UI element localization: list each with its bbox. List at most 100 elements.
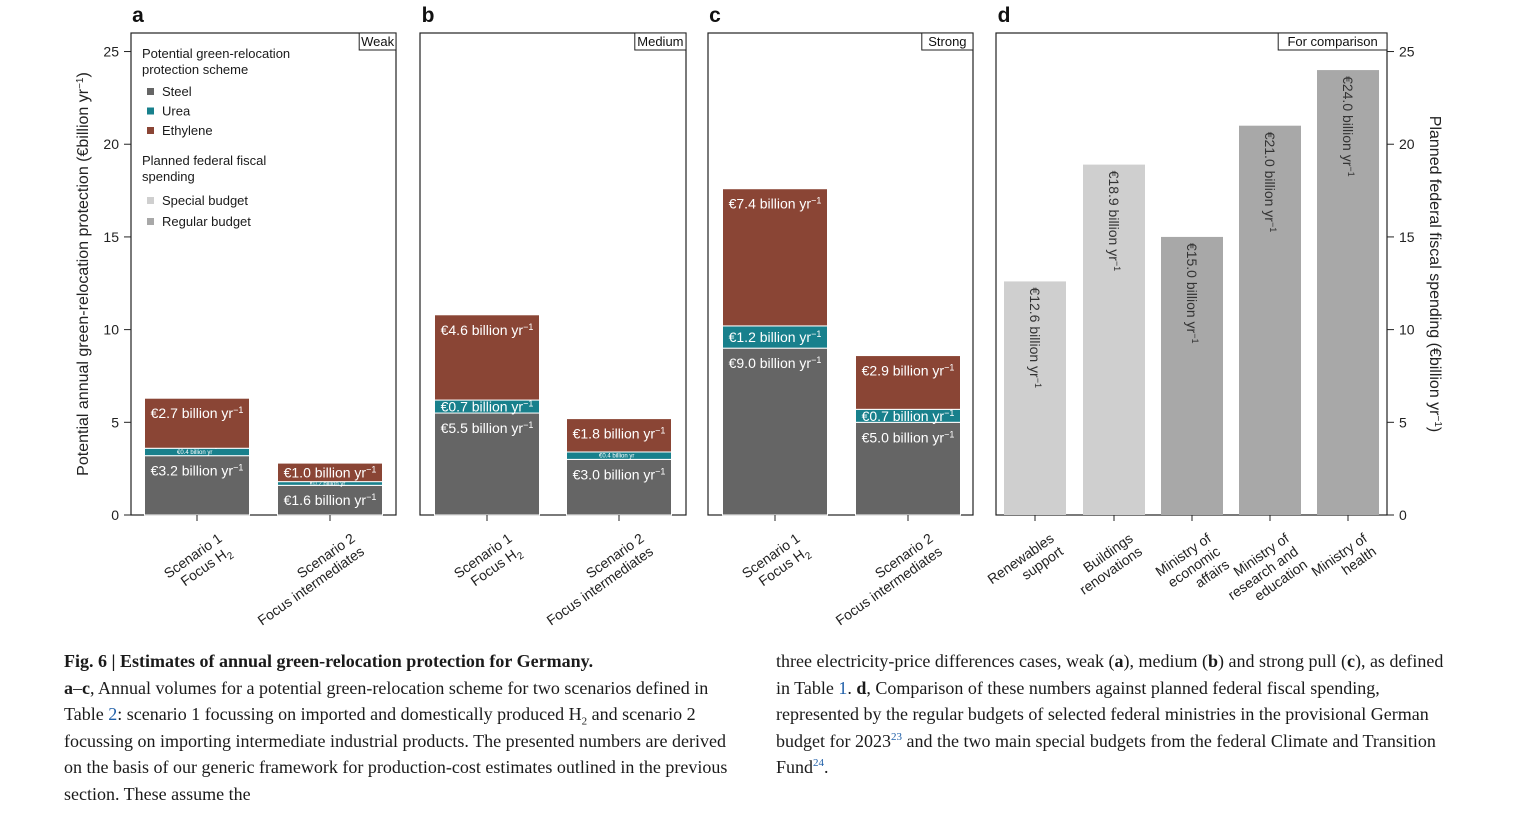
caption-ref-table1[interactable]: 1 xyxy=(838,677,848,698)
bar-budget-2 xyxy=(1083,164,1145,515)
legend-swatch-steel xyxy=(147,88,154,95)
case-label-box-d xyxy=(1277,32,1388,51)
bar-budget-1 xyxy=(1004,281,1066,515)
legend-swatch-special-budget xyxy=(147,197,154,204)
legend-title-fiscal: spending xyxy=(142,169,195,184)
bar-ethylene-a-2 xyxy=(277,462,383,483)
bar-budget-3 xyxy=(1161,236,1223,515)
bar-ethylene-c-2 xyxy=(855,355,961,410)
case-label-c: Strong xyxy=(928,34,966,49)
panel-label-c: c xyxy=(709,4,721,27)
panel-label-d: d xyxy=(998,4,1011,27)
case-label-a: Weak xyxy=(361,34,394,49)
panel-frame-c xyxy=(707,32,974,516)
data-label-steel-b-1: €5.5 billion yr−1 xyxy=(441,420,534,436)
data-label-steel-c-2: €5.0 billion yr−1 xyxy=(862,429,955,445)
bar-ethylene-b-1 xyxy=(434,314,540,401)
caption-fig-title: Estimates of annual green-relocation pro… xyxy=(119,651,594,671)
y-tick-label-left: 5 xyxy=(111,414,119,430)
y-axis-label-left: Potential annual green-relocation protec… xyxy=(75,72,92,476)
data-label-ethylene-b-1: €4.6 billion yr−1 xyxy=(441,322,534,338)
y-tick-label-left: 25 xyxy=(103,44,119,60)
figure-6-chart: a Weak b Medium c Strong d For comparison 0 5 10 15… xyxy=(75,4,1443,629)
y-tick-label-right: 15 xyxy=(1399,229,1415,245)
legend-item-urea: Urea xyxy=(162,104,191,119)
data-label-ethylene-c-1: €7.4 billion yr−1 xyxy=(729,196,822,212)
y-tick-label-left: 15 xyxy=(103,229,119,245)
legend-item-steel: Steel xyxy=(162,84,192,99)
caption-right-column: three electricity-price differences case… xyxy=(776,648,1456,781)
bar-ethylene-c-1 xyxy=(722,188,828,327)
data-label-urea-b-1: €0.7 billion yr−1 xyxy=(441,399,534,415)
case-label-box-a xyxy=(358,32,397,51)
panel-label-a: a xyxy=(132,4,144,27)
legend-item-ethylene: Ethylene xyxy=(162,123,213,138)
data-label-budget-2: €18.9 billion yr−1 xyxy=(1106,171,1122,272)
data-label-budget-1: €12.6 billion yr−1 xyxy=(1027,287,1043,388)
data-label-steel-a-2: €1.6 billion yr−1 xyxy=(284,492,377,508)
bar-budget-4 xyxy=(1239,125,1301,515)
legend-swatch-regular-budget xyxy=(147,218,154,225)
caption-text-3: and scenario 2 focussing on importing in… xyxy=(64,704,728,804)
legend-title-fiscal: Planned federal fiscal xyxy=(142,153,266,168)
caption-label-b: b xyxy=(1207,651,1218,671)
legend-swatch-urea xyxy=(147,107,154,115)
y-tick-label-right: 25 xyxy=(1399,44,1415,60)
caption-text-7: ), as defined in Table xyxy=(776,651,1444,698)
panel-frame-b xyxy=(419,32,687,516)
bar-steel-c-2 xyxy=(855,421,961,516)
data-label-budget-5: €24.0 billion yr−1 xyxy=(1340,76,1356,177)
y-axis-label-right: Planned federal fiscal spending (€billio… xyxy=(1426,116,1443,432)
caption-left-column: Fig. 6 | Estimates of annual green-reloc… xyxy=(64,648,744,808)
y-tick-label-left: 10 xyxy=(103,322,119,338)
data-label-steel-c-1: €9.0 billion yr−1 xyxy=(729,355,822,371)
data-label-steel-b-2: €3.0 billion yr−1 xyxy=(573,466,666,482)
caption-fig-number: Fig. 6 | xyxy=(64,651,120,671)
caption-label-a2: a xyxy=(1114,651,1124,671)
y-tick-label-right: 20 xyxy=(1399,136,1415,152)
y-tick-label-right: 0 xyxy=(1399,507,1407,523)
caption-text-10: and the two main special budgets from th… xyxy=(776,730,1436,778)
caption-h2-subscript: 2 xyxy=(581,715,588,728)
caption-text-8: . xyxy=(847,677,857,698)
caption-ref-24[interactable]: 24 xyxy=(813,757,825,770)
panel-frame-a xyxy=(130,32,397,516)
caption-text-11: . xyxy=(824,757,829,778)
legend-title-scheme: protection scheme xyxy=(142,62,248,77)
y-tick-label-right: 5 xyxy=(1399,414,1407,430)
data-label-ethylene-a-2: €1.0 billion yr−1 xyxy=(284,464,377,480)
y-tick-label-right: 10 xyxy=(1399,322,1415,338)
caption-ref-23[interactable]: 23 xyxy=(890,730,902,743)
bar-budget-5 xyxy=(1317,70,1379,516)
caption-dash: – xyxy=(73,677,82,698)
legend-title-scheme: Potential green-relocation xyxy=(142,46,290,61)
data-label-ethylene-a-1: €2.7 billion yr−1 xyxy=(151,405,244,421)
caption-text-2: : scenario 1 focussing on imported and d… xyxy=(117,704,582,725)
caption-label-d: d xyxy=(856,677,867,698)
caption-text-1: , Annual volumes for a potential green-r… xyxy=(64,677,709,725)
caption-text-6: ) and strong pull ( xyxy=(1217,651,1347,671)
y-tick-label-left: 20 xyxy=(103,136,119,152)
caption-label-c2: c xyxy=(1346,651,1355,671)
caption-ref-table2[interactable]: 2 xyxy=(108,704,118,725)
bar-ethylene-a-1 xyxy=(144,397,250,449)
case-label-box-b xyxy=(634,32,687,51)
data-label-steel-a-1: €3.2 billion yr−1 xyxy=(151,463,244,479)
legend-swatch-ethylene xyxy=(147,127,154,134)
caption-text-4: three electricity-price differences case… xyxy=(776,651,1115,671)
data-label-urea-c-1: €1.2 billion yr−1 xyxy=(729,329,822,345)
bar-steel-a-2 xyxy=(277,484,383,516)
data-label-ethylene-b-2: €1.8 billion yr−1 xyxy=(573,426,666,442)
data-label-budget-3: €15.0 billion yr−1 xyxy=(1184,243,1200,344)
data-label-urea-c-2: €0.7 billion yr−1 xyxy=(862,408,955,424)
